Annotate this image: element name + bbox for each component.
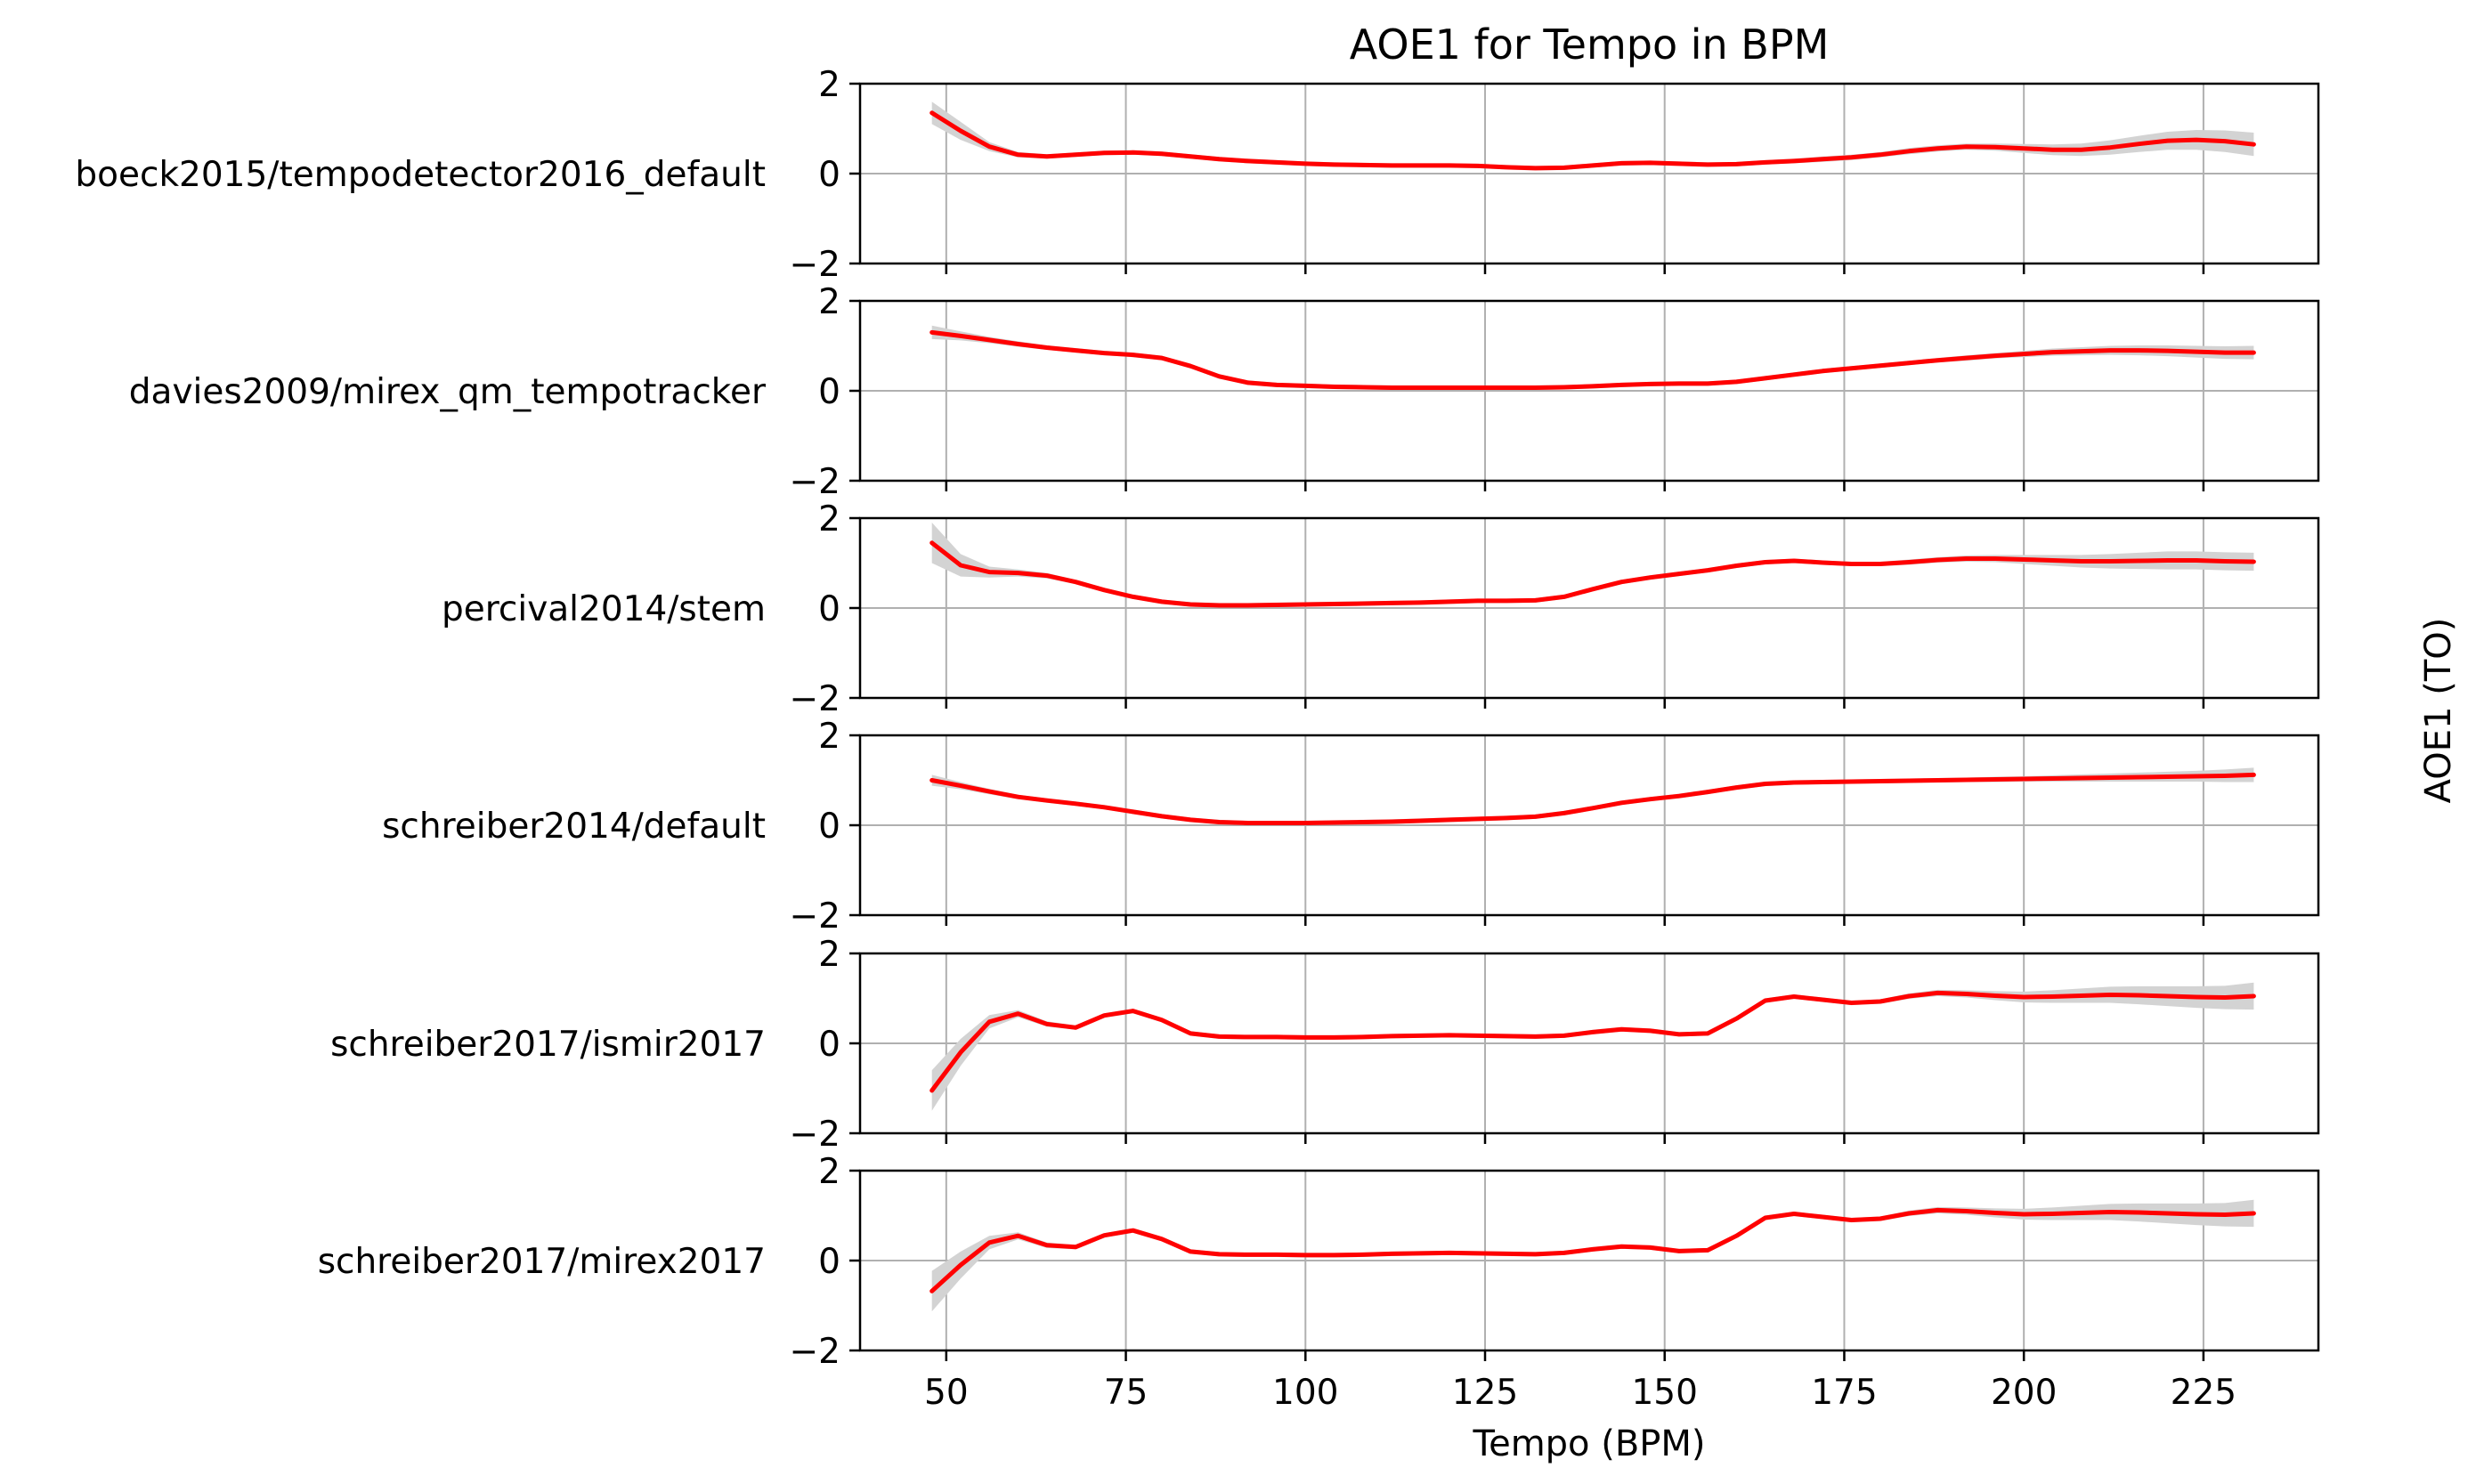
series-line — [929, 990, 2256, 1093]
series-label: boeck2015/tempodetector2016_default — [75, 155, 766, 195]
y-tick-label: 2 — [818, 935, 840, 975]
series-line — [929, 110, 2256, 171]
y-tick-label: 2 — [818, 1152, 840, 1192]
y-tick-label: 0 — [818, 1025, 840, 1065]
series-label: davies2009/mirex_qm_tempotracker — [129, 372, 767, 412]
subplot-4: −2 0 2 schreiber2014/default — [382, 717, 2320, 937]
x-tick-label: 225 — [2171, 1373, 2236, 1413]
series-line — [929, 540, 2256, 608]
y-axis-label: AOE1 (TO) — [2418, 618, 2459, 804]
y-tick-label: −2 — [790, 679, 841, 719]
confidence-band — [931, 1199, 2254, 1312]
series-label: schreiber2017/ismir2017 — [330, 1025, 766, 1065]
series-line — [929, 772, 2256, 825]
y-tick-label: 0 — [818, 589, 840, 629]
x-axis-label: Tempo (BPM) — [1472, 1423, 1705, 1464]
y-tick-label: 2 — [818, 717, 840, 757]
series-label: schreiber2014/default — [382, 807, 766, 847]
y-tick-label: 2 — [818, 282, 840, 322]
y-tick-label: 0 — [818, 807, 840, 847]
y-tick-label: 2 — [818, 65, 840, 105]
subplot-panels: −202boeck2015/tempodetector2016_default−… — [75, 65, 2320, 1413]
y-tick-label: −2 — [790, 1332, 841, 1372]
y-tick-label: −2 — [790, 1115, 841, 1155]
series-label: schreiber2017/mirex2017 — [318, 1242, 766, 1282]
confidence-band — [931, 101, 2254, 171]
y-tick-label: 2 — [818, 499, 840, 539]
confidence-band — [931, 325, 2254, 390]
chart-title: AOE1 for Tempo in BPM — [1350, 20, 1830, 69]
x-tick-label: 50 — [924, 1373, 969, 1413]
x-tick-label: 100 — [1272, 1373, 1338, 1413]
x-tick-label: 125 — [1452, 1373, 1518, 1413]
series-line — [929, 1207, 2256, 1293]
y-tick-label: 0 — [818, 372, 840, 412]
series-line — [929, 329, 2256, 390]
subplot-5: −2 0 2 schreiber2017/ismir2017 — [330, 935, 2320, 1155]
x-tick-label: 200 — [1991, 1373, 2057, 1413]
x-tick-label: 150 — [1631, 1373, 1697, 1413]
y-tick-label: 0 — [818, 155, 840, 195]
y-tick-label: 0 — [818, 1242, 840, 1282]
subplot-3: −2 0 2 percival2014/stem — [442, 499, 2320, 719]
x-tick-label: 75 — [1104, 1373, 1149, 1413]
subplot-6: −2 0 2 50 75 100 125 150 175 200 225 schreiber2017/… — [318, 1152, 2320, 1413]
x-tick-label: 175 — [1811, 1373, 1877, 1413]
y-tick-label: −2 — [790, 245, 841, 285]
confidence-band — [931, 982, 2254, 1111]
series-label: percival2014/stem — [442, 589, 766, 629]
y-tick-label: −2 — [790, 462, 841, 502]
subplot-1: −2 0 2 boeck2015/tempodetector2016_default — [75, 65, 2320, 285]
y-tick-label: −2 — [790, 896, 841, 937]
subplot-2: −2 0 2 davies2009/mirex_qm_tempotracker — [129, 282, 2320, 502]
